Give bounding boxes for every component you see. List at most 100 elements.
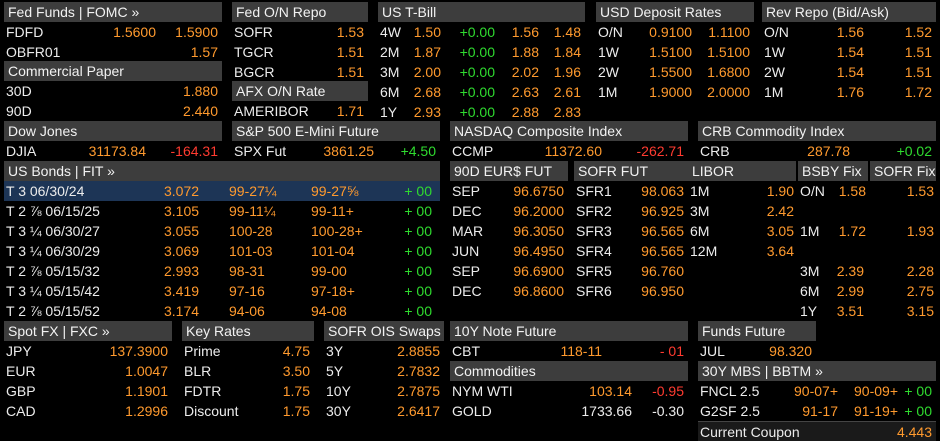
tbill-row[interactable]: 3M 2.00 +0.00 2.02 1.96 — [378, 62, 585, 82]
spx-row[interactable]: SPX Fut 3861.25 +4.50 — [232, 141, 440, 159]
rev-repo-header[interactable]: Rev Repo (Bid/Ask) — [762, 2, 936, 22]
tbill-row[interactable]: 6M 2.68 +0.00 2.63 2.61 — [378, 82, 585, 102]
rev-repo-row[interactable]: O/N 1.56 1.52 — [762, 22, 936, 42]
mbs-header[interactable]: 30Y MBS | BBTM » — [698, 361, 936, 381]
funds-future-row[interactable]: JUL 98.320 — [698, 341, 816, 359]
repo-row[interactable]: TGCR 1.51 — [232, 42, 368, 62]
afx-row[interactable]: AMERIBOR 1.71 — [232, 101, 368, 119]
bond-row[interactable]: T 2 ⅞ 05/15/32 2.993 98-31 99-00 + 00 — [4, 261, 440, 281]
sofr-ois-header[interactable]: SOFR OIS Swaps — [324, 321, 444, 341]
cp-row[interactable]: 90D 2.440 — [4, 101, 222, 119]
crb-row[interactable]: CRB 287.78 +0.02 — [698, 141, 936, 159]
deposit-row[interactable]: 1M 1.9000 2.0000 — [596, 82, 754, 100]
funds-future-header[interactable]: Funds Future — [698, 321, 816, 341]
repo-row[interactable]: BGCR 1.51 — [232, 62, 368, 80]
sofr-fix-header[interactable]: SOFR Fix — [870, 161, 936, 181]
spot-fx-header[interactable]: Spot FX | FXC » — [4, 321, 172, 341]
bsby-row[interactable]: O/N 1.58 — [798, 181, 868, 201]
bond-row[interactable]: T 3 ¼ 06/30/29 3.069 101-03 101-04 + 00 — [4, 241, 440, 261]
mbs-row[interactable]: FNCL 2.5 90-07+ 90-09+ + 00 — [698, 381, 936, 401]
bond-row[interactable]: T 3 06/30/24 3.072 99-27¼ 99-27⅝ + 00 — [4, 181, 440, 201]
bond-row[interactable]: T 3 ¼ 05/15/42 3.419 97-16 97-18+ + 00 — [4, 281, 440, 301]
fx-row[interactable]: JPY 137.3900 — [4, 341, 172, 361]
eurodollar-row[interactable]: MAR 96.3050 — [450, 221, 568, 241]
rev-repo-row[interactable]: 1M 1.76 1.72 — [762, 82, 936, 100]
fed-funds-header[interactable]: Fed Funds | FOMC » — [4, 2, 222, 22]
ois-row[interactable]: 5Y 2.7832 — [324, 361, 444, 381]
bsby-row[interactable]: 1M 1.72 — [798, 221, 868, 241]
libor-row[interactable]: 3M 2.42 — [688, 201, 796, 221]
bsby-fix-header[interactable]: BSBY Fix — [798, 161, 868, 181]
ois-row[interactable]: 3Y 2.8855 — [324, 341, 444, 361]
eurodollar-futures-header[interactable]: 90D EUR$ FUT — [450, 161, 568, 181]
key-rate-row[interactable]: Discount 1.75 — [182, 401, 314, 419]
sofr-future-row[interactable]: SFR3 96.565 — [574, 221, 688, 241]
repo-row[interactable]: SOFR 1.53 — [232, 22, 368, 42]
bond-row[interactable]: T 2 ⅞ 05/15/52 3.174 94-06 94-08 + 00 — [4, 301, 440, 319]
sofr-futures-header[interactable]: SOFR FUT — [574, 161, 688, 181]
term-rate-row[interactable]: 3M 2.39 2.28 — [798, 261, 936, 281]
dow-jones-header[interactable]: Dow Jones — [4, 121, 222, 141]
fx-row[interactable]: EUR 1.0047 — [4, 361, 172, 381]
sofr-future-row[interactable]: SFR2 96.925 — [574, 201, 688, 221]
fx-row[interactable]: GBP 1.1901 — [4, 381, 172, 401]
libor-row[interactable]: 6M 3.05 — [688, 221, 796, 241]
sofr-future-row[interactable]: SFR1 98.063 — [574, 181, 688, 201]
libor-header[interactable]: LIBOR — [688, 161, 796, 181]
commodity-row[interactable]: GOLD 1733.66 -0.30 — [450, 401, 688, 419]
fed-funds-row-fdfd[interactable]: FDFD 1.5600 1.5900 — [4, 22, 222, 42]
tbill-row[interactable]: 4W 1.50 +0.00 1.56 1.48 — [378, 22, 585, 42]
net-change: -0.30 — [652, 403, 684, 419]
tbill-row[interactable]: 1Y 2.93 +0.00 2.88 2.83 — [378, 102, 585, 119]
fed-on-repo-header[interactable]: Fed O/N Repo — [232, 2, 368, 22]
commercial-paper-header[interactable]: Commercial Paper — [4, 61, 222, 81]
us-bonds-header[interactable]: US Bonds | FIT » — [4, 161, 440, 181]
sofr-future-row[interactable]: SFR5 96.760 — [574, 261, 688, 281]
crb-header[interactable]: CRB Commodity Index — [698, 121, 936, 141]
key-rates-header[interactable]: Key Rates — [182, 321, 314, 341]
current-coupon-row[interactable]: Current Coupon 4.443 — [698, 421, 936, 441]
usd-deposit-header[interactable]: USD Deposit Rates — [596, 2, 754, 22]
ois-row[interactable]: 30Y 2.6417 — [324, 401, 444, 419]
key-rate-row[interactable]: FDTR 1.75 — [182, 381, 314, 401]
fx-row[interactable]: CAD 1.2996 — [4, 401, 172, 419]
deposit-row[interactable]: O/N 0.9100 1.1100 — [596, 22, 754, 42]
fed-funds-row-obfr[interactable]: OBFR01 1.57 — [4, 42, 222, 60]
deposit-row[interactable]: 1W 1.5100 1.5100 — [596, 42, 754, 62]
bond-row[interactable]: T 2 ⅞ 06/15/25 3.105 99-11¼ 99-11+ + 00 — [4, 201, 440, 221]
mbs-row[interactable]: G2SF 2.5 91-17 91-19+ + 00 — [698, 401, 936, 421]
key-rate-row[interactable]: BLR 3.50 — [182, 361, 314, 381]
nasdaq-row[interactable]: CCMP 11372.60 -262.71 — [450, 141, 688, 159]
afx-header[interactable]: AFX O/N Rate — [232, 81, 368, 101]
sofr-future-row[interactable]: SFR4 96.565 — [574, 241, 688, 261]
term-rate-row[interactable]: 1Y 3.51 3.15 — [798, 301, 936, 321]
dow-row[interactable]: DJIA 31173.84 -164.31 — [4, 141, 222, 159]
tbill-row[interactable]: 2M 1.87 +0.00 1.88 1.84 — [378, 42, 585, 62]
libor-row[interactable]: 12M 3.64 — [688, 241, 796, 259]
libor-row[interactable]: 1M 1.90 — [688, 181, 796, 201]
eurodollar-row[interactable]: SEP 96.6900 — [450, 261, 568, 281]
note-future-header[interactable]: 10Y Note Future — [450, 321, 688, 341]
key-rate-row[interactable]: Prime 4.75 — [182, 341, 314, 361]
rate-value: 2.6417 — [397, 403, 440, 419]
bond-row[interactable]: T 3 ¼ 06/30/27 3.055 100-28 100-28+ + 00 — [4, 221, 440, 241]
commodities-header[interactable]: Commodities — [450, 361, 688, 381]
eurodollar-row[interactable]: SEP 96.6750 — [450, 181, 568, 201]
cp-row[interactable]: 30D 1.880 — [4, 81, 222, 101]
term-rate-row[interactable]: 6M 2.99 2.75 — [798, 281, 936, 301]
eurodollar-row[interactable]: DEC 96.8600 — [450, 281, 568, 299]
spx-header[interactable]: S&P 500 E-Mini Future — [232, 121, 440, 141]
note-future-row[interactable]: CBT 118-11 - 01 — [450, 341, 688, 359]
rev-repo-row[interactable]: 2W 1.54 1.51 — [762, 62, 936, 82]
sofr-future-row[interactable]: SFR6 96.950 — [574, 281, 688, 299]
ois-row[interactable]: 10Y 2.7875 — [324, 381, 444, 401]
sofr-fix-row[interactable]: 1.93 — [870, 221, 936, 241]
nasdaq-header[interactable]: NASDAQ Composite Index — [450, 121, 688, 141]
sofr-fix-row[interactable]: 1.53 — [870, 181, 936, 201]
rev-repo-row[interactable]: 1W 1.54 1.51 — [762, 42, 936, 62]
deposit-row[interactable]: 2W 1.5500 1.6800 — [596, 62, 754, 82]
commodity-row[interactable]: NYM WTI 103.14 -0.95 — [450, 381, 688, 401]
tbill-header[interactable]: US T-Bill — [378, 2, 585, 22]
eurodollar-row[interactable]: JUN 96.4950 — [450, 241, 568, 261]
eurodollar-row[interactable]: DEC 96.2000 — [450, 201, 568, 221]
